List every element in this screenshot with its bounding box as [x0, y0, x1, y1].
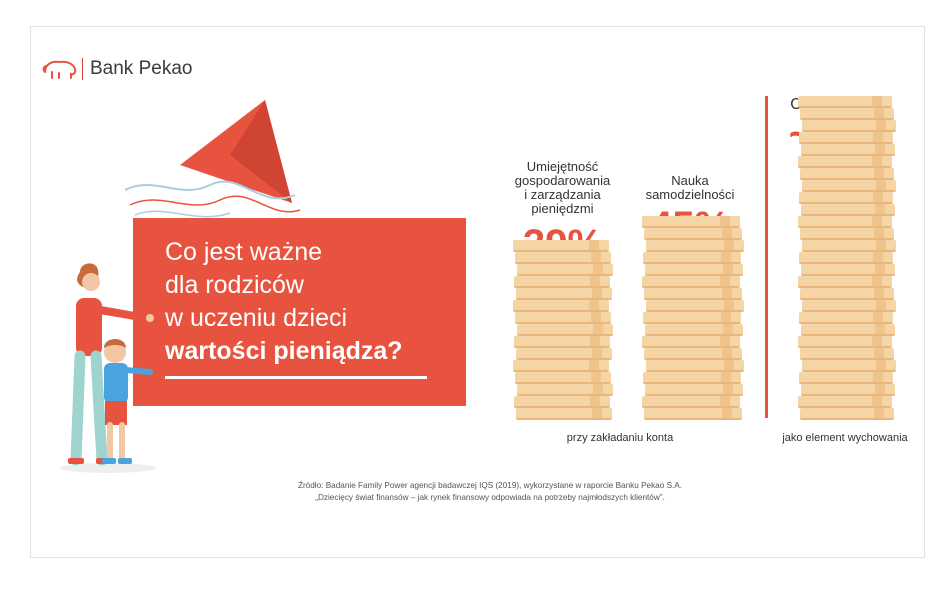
- coin: [802, 360, 896, 372]
- coin: [802, 300, 896, 312]
- coin: [798, 396, 892, 408]
- coin: [642, 276, 740, 288]
- coin: [798, 336, 892, 348]
- source-line-1: Źródło: Badanie Family Power agencji bad…: [297, 481, 683, 490]
- coin-stack-3: [797, 96, 897, 420]
- source-line-2: „Dziecięcy świat finansów – jak rynek fi…: [315, 493, 665, 502]
- stat-label-1-line-3: i zarządzania: [524, 187, 601, 202]
- coin: [513, 240, 609, 252]
- coin: [644, 288, 742, 300]
- coin: [801, 264, 895, 276]
- headline-underline: [165, 376, 427, 379]
- coin: [800, 348, 894, 360]
- coin: [645, 324, 743, 336]
- coin: [642, 336, 740, 348]
- stat-label-1-line-4: pieniędzmi: [531, 201, 594, 216]
- coin: [646, 360, 744, 372]
- coin: [799, 252, 893, 264]
- coin-stack-2: [641, 216, 745, 420]
- coin: [801, 144, 895, 156]
- coin: [642, 216, 740, 228]
- coin: [798, 96, 892, 108]
- coin: [517, 384, 613, 396]
- coin: [799, 192, 893, 204]
- coin: [515, 312, 611, 324]
- coin: [798, 156, 892, 168]
- coin: [799, 132, 893, 144]
- headline-line-1: Co jest ważne: [165, 238, 323, 266]
- coin: [643, 312, 741, 324]
- coin: [642, 396, 740, 408]
- coin: [800, 408, 894, 420]
- caption-account: przy zakładaniu konta: [566, 432, 674, 444]
- coin: [514, 396, 610, 408]
- logo-separator: [82, 58, 83, 80]
- coin: [800, 108, 894, 120]
- coin: [801, 324, 895, 336]
- mother-child-illustration: [60, 263, 156, 473]
- coin: [517, 324, 613, 336]
- coin: [800, 288, 894, 300]
- bank-name: Bank Pekao: [90, 58, 193, 79]
- coin: [644, 228, 742, 240]
- coin: [645, 384, 743, 396]
- headline-line-2: dla rodziców: [165, 271, 304, 299]
- coin: [644, 348, 742, 360]
- coin: [516, 348, 612, 360]
- source-note: Źródło: Badanie Family Power agencji bad…: [240, 480, 740, 504]
- coin: [515, 372, 611, 384]
- bison-icon: [42, 60, 77, 79]
- coin: [801, 384, 895, 396]
- bank-logo: Bank Pekao: [42, 58, 192, 80]
- caption-upbringing: jako element wychowania: [782, 432, 908, 444]
- coin: [644, 408, 742, 420]
- question-banner: [133, 218, 466, 406]
- coin-stack-1: [512, 240, 614, 420]
- coin: [643, 252, 741, 264]
- headline-line-3: w uczeniu dzieci: [165, 304, 348, 332]
- coin: [513, 360, 609, 372]
- stat-label-2-line-1: Nauka: [671, 173, 709, 188]
- stat-label-1: Umiejętność gospodarowania i zarządzania…: [500, 160, 625, 216]
- stat-label-1-line-1: Umiejętność: [526, 159, 599, 174]
- coin: [646, 300, 744, 312]
- coin: [515, 252, 611, 264]
- coin: [517, 264, 613, 276]
- coin: [514, 336, 610, 348]
- coin: [802, 240, 896, 252]
- coin: [801, 204, 895, 216]
- coin: [514, 276, 610, 288]
- divider-line: [765, 96, 768, 418]
- headline: Co jest ważne dla rodziców w uczeniu dzi…: [165, 236, 403, 368]
- coin: [643, 372, 741, 384]
- coin: [800, 228, 894, 240]
- coin: [800, 168, 894, 180]
- kite-illustration: [124, 100, 301, 218]
- coin: [802, 120, 896, 132]
- stat-label-2-line-2: samodzielności: [645, 187, 735, 202]
- coin: [799, 372, 893, 384]
- coin: [516, 408, 612, 420]
- coin: [516, 288, 612, 300]
- coin: [798, 276, 892, 288]
- headline-bold-line: wartości pieniądza?: [165, 337, 403, 365]
- coin: [798, 216, 892, 228]
- coin: [646, 240, 744, 252]
- coin: [513, 300, 609, 312]
- coin: [802, 180, 896, 192]
- stat-label-1-line-2: gospodarowania: [514, 173, 611, 188]
- coin: [645, 264, 743, 276]
- stat-label-2: Nauka samodzielności: [630, 174, 750, 202]
- coin: [799, 312, 893, 324]
